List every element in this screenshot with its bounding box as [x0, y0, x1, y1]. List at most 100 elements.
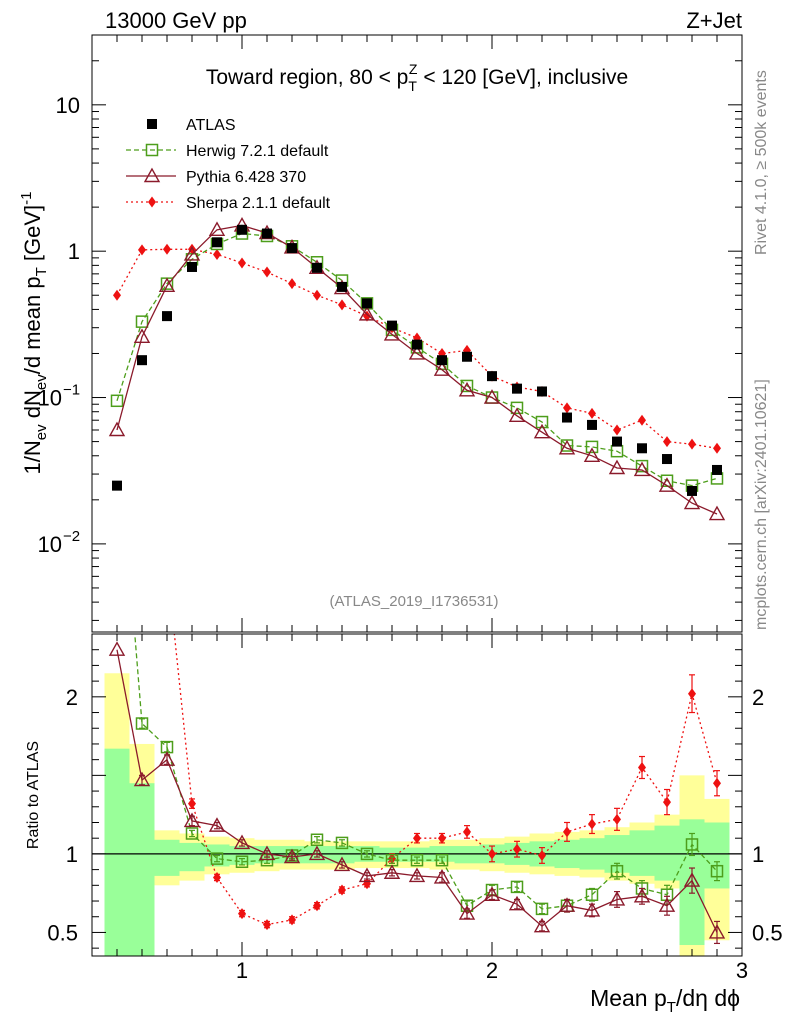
green-band	[129, 783, 155, 956]
ratio-pythia-point	[283, 848, 301, 864]
ylabel-sub-3: T	[33, 267, 50, 276]
green-band	[654, 825, 680, 881]
ratio-pythia-point	[608, 891, 626, 906]
xlabel-part-1: Mean p	[590, 985, 667, 1011]
main-title: Toward region, 80 < pTZ < 120 [GeV], inc…	[206, 61, 628, 94]
ratio-sherpa-point	[213, 871, 221, 883]
pythia-point	[633, 461, 651, 477]
pythia-point	[183, 246, 201, 261]
ratio-pythia-point	[458, 905, 476, 920]
green-band	[329, 846, 355, 864]
atlas-point	[312, 262, 322, 273]
y-tick-label: 10	[38, 532, 62, 557]
atlas-point	[637, 443, 647, 454]
ratio-herwig-point	[510, 880, 524, 894]
atlas-point	[412, 339, 422, 350]
legend-pythia-marker	[143, 167, 161, 183]
pythia-point	[708, 505, 726, 521]
ratio-tick-labels: 0.5 0.5 1 1 2 2 1 2 3	[47, 685, 782, 983]
pythia-point	[433, 361, 451, 376]
ylabel-sub-2: ev	[33, 374, 50, 390]
ratio-pythia-point	[258, 845, 276, 861]
ratio-pythia-point	[408, 867, 426, 883]
x-tick-label: 1	[236, 958, 248, 983]
sherpa-point	[238, 257, 246, 269]
atlas-point	[587, 419, 597, 430]
ratio-pythia-point	[183, 812, 201, 828]
ratio-pythia-point	[508, 895, 526, 911]
ylabel-part-2: dN	[20, 390, 45, 424]
ratio-pythia-point	[558, 897, 576, 912]
title-part-1: Toward region, 80 < p	[206, 66, 409, 89]
pythia-point	[533, 423, 551, 439]
ratio-pythia-point	[358, 867, 376, 883]
legend-atlas-marker	[147, 119, 157, 129]
sherpa-point	[563, 402, 571, 414]
ratio-y-tick-label: 0.5	[47, 920, 78, 945]
ratio-y-tick-label-right: 1	[752, 842, 764, 867]
legend-label-atlas: ATLAS	[186, 117, 236, 134]
main-axis-ticks	[91, 34, 743, 632]
ratio-pythia-point	[108, 641, 126, 656]
ratio-sherpa-point	[463, 826, 471, 838]
ratio-herwig-point	[335, 836, 349, 850]
herwig-point	[535, 415, 549, 429]
pythia-point	[558, 439, 576, 455]
legend-label-herwig: Herwig 7.2.1 default	[186, 143, 329, 160]
atlas-point	[212, 237, 222, 248]
sherpa-point	[138, 244, 146, 256]
xlabel-part-2: /dη dϕ	[676, 985, 740, 1011]
y-tick-exponent: −2	[63, 528, 80, 545]
atlas-point	[487, 371, 497, 382]
ratio-herwig-point	[685, 838, 699, 851]
sherpa-point	[363, 310, 371, 322]
sherpa-point	[313, 289, 321, 301]
ratio-herwig-point	[135, 717, 149, 730]
ratio-sherpa-point	[513, 843, 521, 855]
pythia-point	[583, 447, 601, 462]
legend-markers	[126, 119, 176, 208]
ratio-sherpa-point	[338, 884, 346, 896]
ratio-pythia-point	[383, 864, 401, 879]
ratio-herwig-point	[185, 827, 199, 840]
energy-label: 13000 GeV pp	[105, 8, 247, 33]
ratio-pythia-point	[683, 872, 701, 887]
y-tick-label: 10	[56, 93, 80, 118]
sherpa-point	[638, 414, 646, 426]
ratio-pythia-point	[158, 751, 176, 766]
ratio-sherpa-point	[613, 813, 621, 825]
ratio-y-tick-label-right: 0.5	[752, 920, 783, 945]
ratio-y-tick-label: 2	[66, 685, 78, 710]
pythia-point	[608, 459, 626, 475]
sherpa-point	[663, 436, 671, 448]
ylabel-part-4: [GeV]	[20, 205, 45, 267]
ratio-sherpa-point	[138, 126, 146, 137]
atlas-point	[237, 224, 247, 235]
pythia-point	[208, 221, 226, 236]
ratio-pythia-point	[483, 886, 501, 901]
ratio-pythia-point	[708, 924, 726, 939]
green-band	[629, 830, 655, 876]
ratio-herwig-point	[210, 852, 224, 865]
sherpa-point	[263, 266, 271, 278]
green-band	[454, 846, 480, 864]
green-band	[104, 748, 130, 956]
ratio-pythia-point	[658, 897, 676, 912]
process-label: Z+Jet	[686, 8, 742, 33]
ratio-sherpa-point	[638, 762, 646, 774]
ratio-xlabel: Mean pT/dη dϕ	[590, 985, 740, 1016]
sherpa-point	[113, 289, 121, 301]
atlas-point	[662, 454, 672, 465]
atlas-point	[262, 228, 272, 239]
legend-label-sherpa: Sherpa 2.1.1 default	[186, 195, 331, 212]
pythia-point	[458, 381, 476, 397]
y-tick-exponent: −1	[63, 382, 80, 399]
atlas-point	[687, 485, 697, 496]
title-sup: Z	[409, 61, 418, 77]
herwig-point	[585, 440, 599, 454]
ratio-sherpa-point	[713, 777, 721, 789]
pythia-point	[108, 421, 126, 437]
